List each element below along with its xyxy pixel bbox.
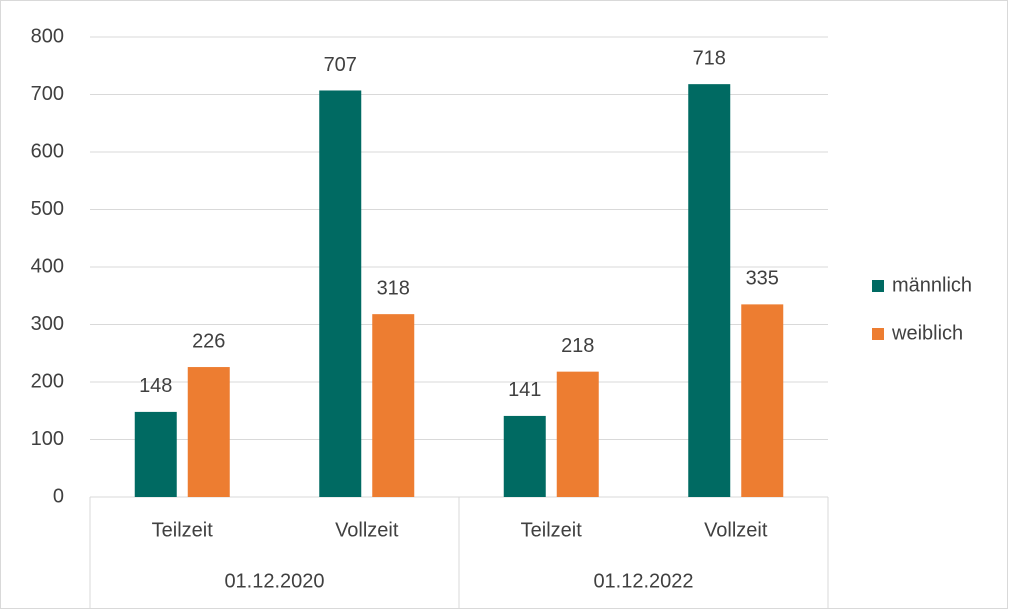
data-label: 141	[508, 379, 541, 401]
legend-label: weiblich	[891, 322, 963, 344]
y-tick-label: 0	[53, 485, 64, 507]
y-tick-label: 600	[31, 140, 64, 162]
group-label: 01.12.2020	[224, 570, 324, 592]
data-label: 318	[377, 277, 410, 299]
y-tick-label: 300	[31, 313, 64, 335]
y-tick-label: 700	[31, 83, 64, 105]
bar	[134, 411, 177, 497]
data-label: 707	[324, 54, 357, 76]
x-tick-label: Vollzeit	[335, 519, 399, 541]
group-label: 01.12.2022	[593, 570, 693, 592]
x-tick-label: Teilzeit	[521, 519, 583, 541]
bar	[503, 415, 546, 497]
data-label: 226	[192, 330, 225, 352]
y-tick-label: 800	[31, 25, 64, 47]
y-tick-label: 400	[31, 255, 64, 277]
bar	[556, 371, 599, 497]
bar	[741, 304, 784, 497]
data-label: 218	[561, 335, 594, 357]
legend-swatch	[872, 328, 884, 340]
bar	[688, 84, 731, 498]
bar	[372, 314, 415, 497]
x-tick-label: Vollzeit	[704, 519, 768, 541]
legend-label: männlich	[892, 274, 972, 296]
x-tick-label: Teilzeit	[152, 519, 214, 541]
y-tick-label: 100	[31, 428, 64, 450]
y-tick-label: 200	[31, 370, 64, 392]
data-label: 148	[139, 375, 172, 397]
data-label: 718	[693, 47, 726, 69]
data-label: 335	[746, 268, 779, 290]
y-tick-label: 500	[31, 198, 64, 220]
bar	[187, 367, 230, 497]
legend-swatch	[872, 280, 884, 292]
bar	[319, 90, 362, 497]
